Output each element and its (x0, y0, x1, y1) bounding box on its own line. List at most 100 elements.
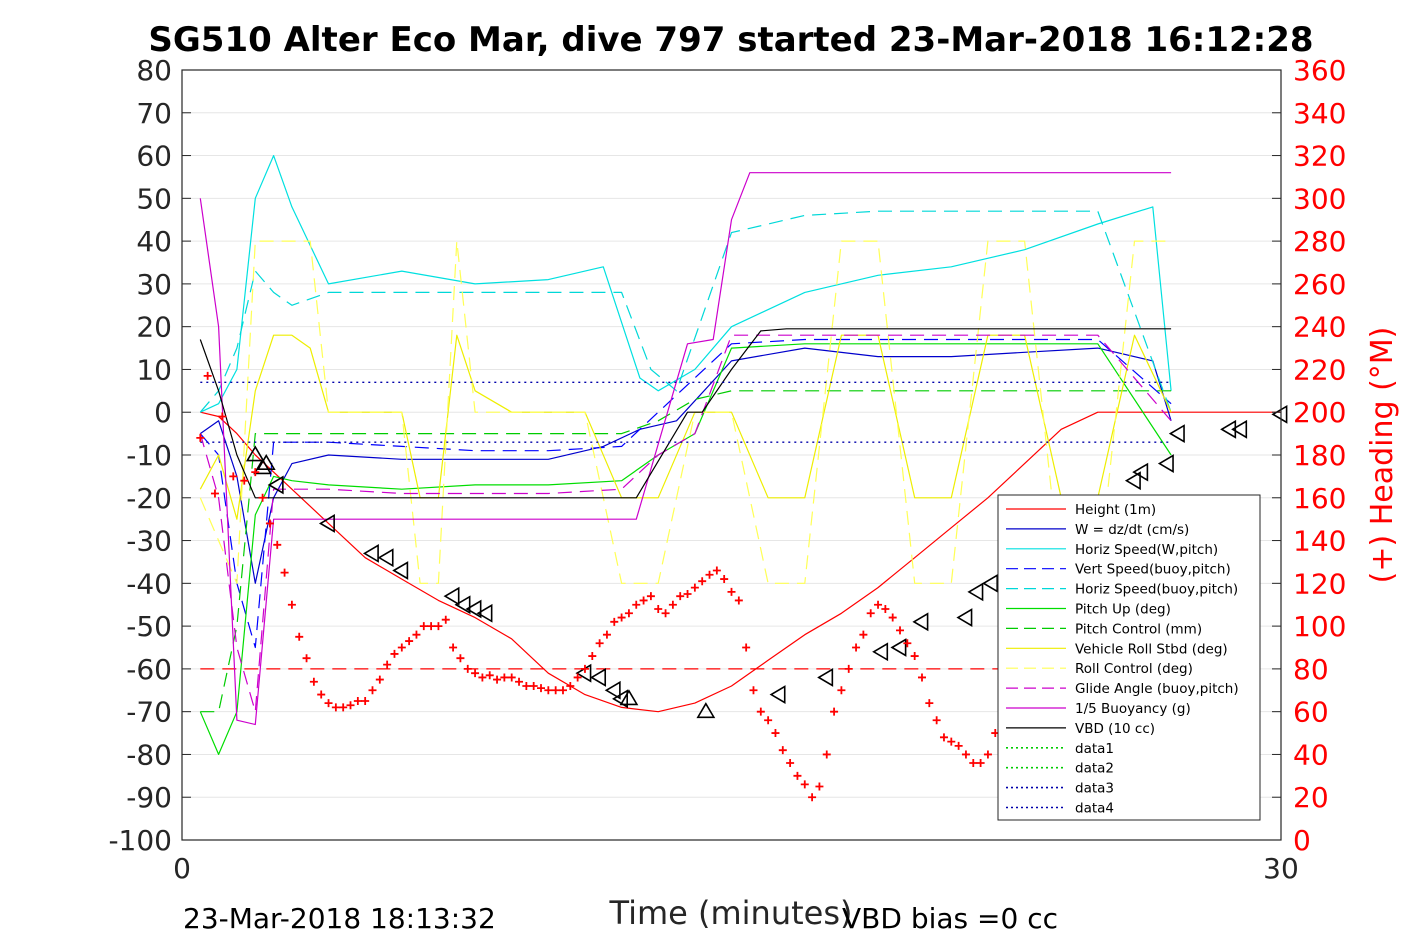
heading-point (507, 673, 516, 682)
heading-point (925, 699, 934, 708)
heading-point (676, 592, 685, 601)
heading-point (646, 592, 655, 601)
heading-point (485, 671, 494, 680)
y2-tick-label: 320 (1293, 140, 1346, 173)
descent-marker (604, 680, 621, 700)
footer-timestamp: 23-Mar-2018 18:13:32 (183, 902, 496, 935)
heading-point (822, 750, 831, 759)
y-tick-label: 0 (154, 396, 172, 429)
series-w (199, 347, 1172, 584)
heading-point (434, 622, 443, 631)
heading-point (602, 630, 611, 639)
y-tick-label: 40 (136, 225, 172, 258)
heading-point (639, 596, 648, 605)
heading-point (632, 600, 641, 609)
heading-point (661, 609, 670, 618)
heading-point (859, 630, 868, 639)
heading-point (617, 613, 626, 622)
ascent-marker (890, 638, 907, 657)
legend: Height (1m) W = dz/dt (cm/s) Horiz Speed(W… (997, 494, 1261, 821)
heading-point (874, 600, 883, 609)
heading-point (720, 575, 729, 584)
heading-point (558, 686, 567, 695)
heading-point (419, 622, 428, 631)
y-tick-label: -40 (126, 567, 172, 600)
heading-point (910, 652, 919, 661)
y-tick-label: -30 (126, 525, 172, 558)
descent-marker (362, 543, 379, 563)
legend-label-glide: Glide Angle (buoy,pitch) (1075, 681, 1239, 697)
heading-point (273, 540, 282, 549)
descent-marker (465, 599, 482, 619)
y2-tick-label: 200 (1293, 396, 1346, 429)
legend-label-pitch_ctrl: Pitch Control (mm) (1075, 621, 1202, 637)
legend-label-horiz_buoy: Horiz Speed(buoy,pitch) (1075, 582, 1238, 598)
y-tick-label: 60 (136, 140, 172, 173)
heading-point (808, 793, 817, 802)
heading-point (515, 677, 524, 686)
heading-point (778, 746, 787, 755)
y-tick-label: 70 (136, 97, 172, 130)
heading-point (500, 673, 509, 682)
heading-point (346, 701, 355, 710)
heading-point (375, 675, 384, 684)
y2-tick-label: 80 (1293, 653, 1329, 686)
heading-point (588, 652, 597, 661)
descent-marker (612, 689, 629, 709)
heading-point (463, 664, 472, 673)
y-tick-label: 20 (136, 311, 172, 344)
y2-tick-label: 140 (1293, 525, 1346, 558)
heading-point (302, 654, 311, 663)
series-horiz_w (200, 155, 1172, 413)
ascent-marker (769, 685, 786, 704)
heading-point (339, 703, 348, 712)
right-axis-ticks: 3603403203002802602402202001801601401201… (1272, 54, 1346, 857)
heading-point (441, 615, 450, 624)
y-tick-label: -20 (126, 482, 172, 515)
descent-marker (256, 453, 276, 470)
heading-point (749, 686, 758, 695)
legend-label-pitch: Pitch Up (deg) (1075, 602, 1171, 618)
x-tick-label: 30 (1263, 852, 1299, 885)
heading-point (258, 493, 267, 502)
ascent-marker (1157, 454, 1174, 473)
series-roll (199, 334, 1172, 520)
heading-point (196, 433, 205, 442)
heading-point (852, 643, 861, 652)
series-vert_buoy (199, 338, 1172, 649)
heading-point (361, 696, 370, 705)
heading-point (331, 703, 340, 712)
heading-point (866, 609, 875, 618)
heading-point (566, 682, 575, 690)
y2-tick-label: 360 (1293, 54, 1346, 87)
heading-point (698, 577, 707, 586)
descent-marker (575, 663, 592, 683)
ascent-marker (872, 642, 889, 662)
marker-layer (245, 404, 1288, 719)
heading-point (976, 759, 985, 767)
heading-point (449, 643, 458, 652)
heading-point (961, 750, 970, 759)
descent-marker (476, 603, 493, 623)
legend-label-vbd: VBD (10 cc) (1075, 721, 1155, 737)
heading-point (537, 684, 546, 693)
ascent-marker (817, 668, 834, 687)
right-axis-label: (+) Heading (°M) (1365, 327, 1400, 584)
legend-label-w: W = dz/dt (cm/s) (1075, 522, 1189, 538)
heading-point (203, 371, 212, 380)
heading-point (353, 696, 362, 705)
y2-tick-label: 0 (1293, 824, 1311, 857)
heading-point (383, 660, 392, 669)
ascent-marker (1271, 404, 1288, 424)
heading-point (896, 626, 905, 635)
y-tick-label: -10 (126, 439, 172, 472)
y-tick-label: 80 (136, 54, 172, 87)
ascent-marker (912, 612, 929, 632)
y-tick-label: 50 (136, 182, 172, 215)
descent-marker (454, 595, 471, 615)
ascent-marker (956, 608, 973, 627)
heading-point (287, 600, 296, 609)
heading-point (390, 649, 399, 658)
x-axis-label: Time (minutes) (609, 894, 853, 932)
